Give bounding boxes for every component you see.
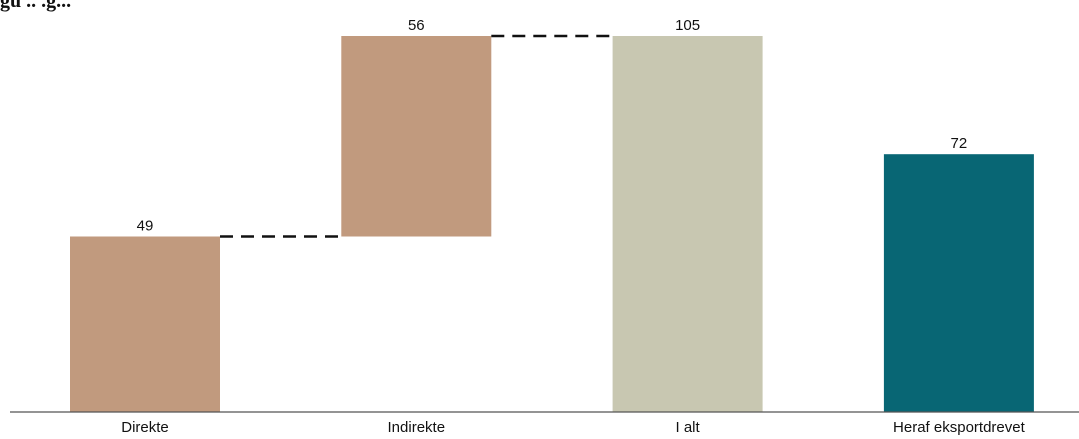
x-tick-label-i-alt: I alt [676, 419, 701, 436]
x-tick-label-direkte: Direkte [121, 419, 169, 436]
chart-title: gu .. .g... [0, 0, 72, 12]
data-label-i-alt: 105 [675, 17, 700, 34]
bar-heraf-eksportdrevet [883, 154, 1034, 412]
bar-direkte [70, 236, 220, 412]
bars-group [70, 36, 1034, 412]
data-labels-group: 49 56 105 72 [137, 17, 968, 235]
data-label-direkte: 49 [137, 218, 154, 235]
data-label-indirekte: 56 [408, 17, 425, 34]
x-tick-label-heraf-eksportdrevet: Heraf eksportdrevet [893, 419, 1026, 436]
bar-indirekte [341, 36, 492, 237]
x-tick-label-indirekte: Indirekte [388, 419, 446, 436]
bar-i-alt [612, 36, 763, 412]
data-label-heraf-eksportdrevet: 72 [951, 135, 968, 152]
x-tick-labels-group: Direkte Indirekte I alt Heraf eksportdrevet [121, 419, 1025, 436]
